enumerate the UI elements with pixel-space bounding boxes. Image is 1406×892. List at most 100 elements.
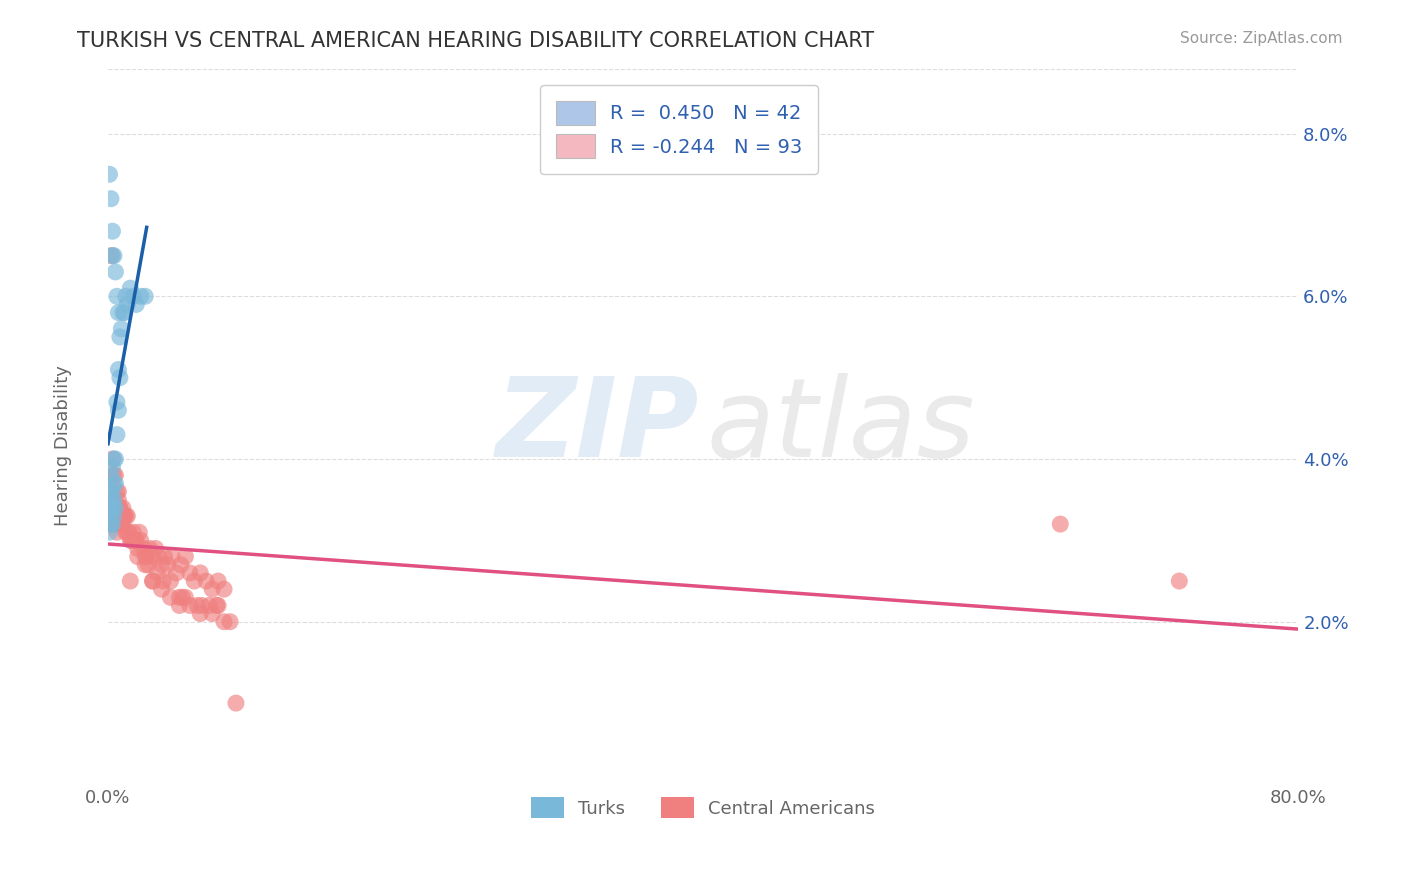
Point — [156, 558, 179, 572]
Point — [101, 249, 124, 263]
Point — [212, 582, 235, 597]
Point — [219, 615, 242, 629]
Point — [121, 533, 143, 548]
Point — [169, 591, 191, 605]
Point — [100, 468, 122, 483]
Point — [100, 500, 122, 515]
Point — [103, 452, 125, 467]
Point — [104, 468, 127, 483]
Point — [170, 558, 193, 572]
Point — [136, 558, 159, 572]
Point — [100, 192, 122, 206]
Point — [110, 508, 132, 523]
Point — [129, 289, 152, 303]
Point — [207, 599, 229, 613]
Point — [122, 525, 145, 540]
Point — [105, 427, 128, 442]
Point — [125, 297, 148, 311]
Text: Hearing Disability: Hearing Disability — [55, 366, 72, 526]
Point — [134, 289, 156, 303]
Point — [104, 476, 127, 491]
Point — [195, 574, 218, 588]
Point — [105, 484, 128, 499]
Point — [174, 591, 197, 605]
Point — [198, 599, 221, 613]
Point — [104, 265, 127, 279]
Point — [142, 574, 165, 588]
Point — [103, 508, 125, 523]
Point — [103, 508, 125, 523]
Point — [103, 468, 125, 483]
Point — [124, 533, 146, 548]
Point — [100, 249, 122, 263]
Point — [150, 558, 173, 572]
Legend: Turks, Central Americans: Turks, Central Americans — [524, 790, 883, 825]
Point — [132, 541, 155, 556]
Point — [1168, 574, 1191, 588]
Point — [201, 582, 224, 597]
Point — [112, 305, 135, 319]
Point — [110, 322, 132, 336]
Point — [107, 484, 129, 499]
Point — [112, 508, 135, 523]
Point — [169, 599, 191, 613]
Point — [122, 289, 145, 303]
Point — [98, 508, 121, 523]
Point — [212, 615, 235, 629]
Point — [111, 305, 134, 319]
Point — [105, 395, 128, 409]
Point — [108, 370, 131, 384]
Point — [112, 508, 135, 523]
Point — [146, 566, 169, 580]
Point — [101, 500, 124, 515]
Point — [160, 549, 183, 564]
Point — [186, 599, 208, 613]
Point — [101, 484, 124, 499]
Point — [100, 517, 122, 532]
Point — [142, 549, 165, 564]
Point — [172, 591, 194, 605]
Point — [98, 508, 121, 523]
Point — [134, 549, 156, 564]
Point — [117, 508, 139, 523]
Point — [105, 525, 128, 540]
Point — [115, 289, 138, 303]
Point — [115, 525, 138, 540]
Point — [98, 500, 121, 515]
Point — [183, 574, 205, 588]
Point — [129, 533, 152, 548]
Point — [107, 305, 129, 319]
Text: ZIP: ZIP — [496, 373, 700, 480]
Point — [108, 517, 131, 532]
Point — [159, 591, 181, 605]
Point — [145, 541, 167, 556]
Point — [111, 517, 134, 532]
Point — [117, 525, 139, 540]
Point — [120, 533, 142, 548]
Point — [100, 492, 122, 507]
Point — [127, 541, 149, 556]
Point — [100, 508, 122, 523]
Point — [124, 533, 146, 548]
Point — [138, 541, 160, 556]
Point — [105, 500, 128, 515]
Point — [159, 574, 181, 588]
Point — [104, 517, 127, 532]
Point — [201, 607, 224, 621]
Point — [205, 599, 228, 613]
Point — [100, 492, 122, 507]
Point — [115, 508, 138, 523]
Point — [105, 289, 128, 303]
Point — [108, 330, 131, 344]
Point — [103, 249, 125, 263]
Point — [127, 549, 149, 564]
Point — [101, 452, 124, 467]
Point — [108, 500, 131, 515]
Point — [98, 484, 121, 499]
Text: Source: ZipAtlas.com: Source: ZipAtlas.com — [1180, 31, 1343, 46]
Point — [142, 574, 165, 588]
Point — [148, 549, 170, 564]
Point — [107, 403, 129, 417]
Point — [111, 500, 134, 515]
Point — [111, 508, 134, 523]
